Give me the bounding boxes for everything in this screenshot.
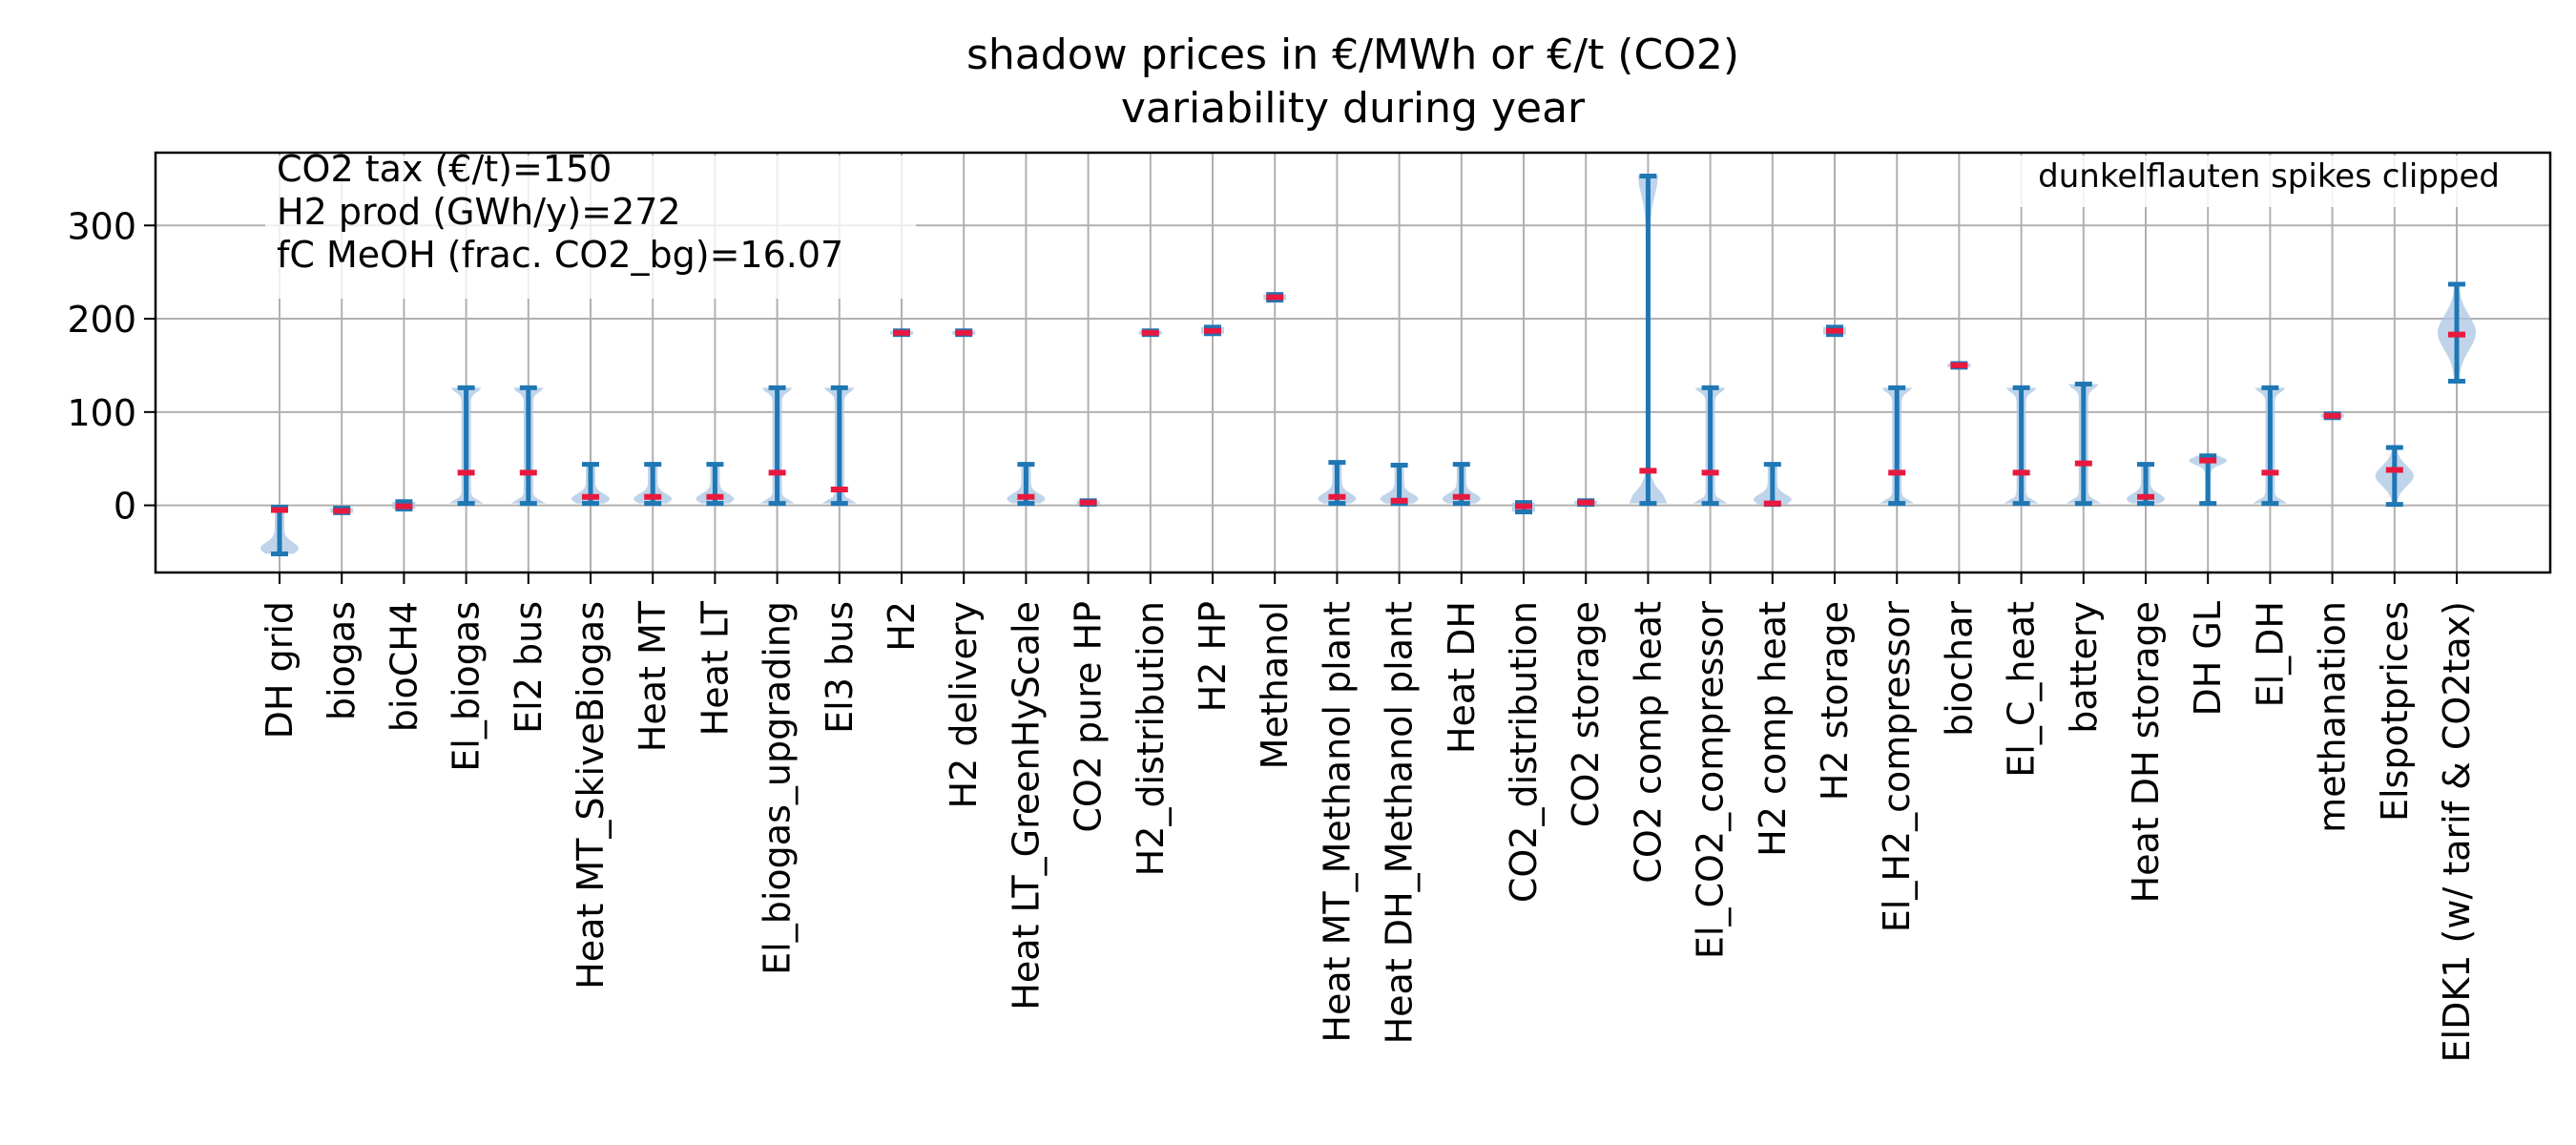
range-bars <box>271 173 2465 556</box>
x-tick-label: Heat DH <box>1441 601 1483 754</box>
x-tick-label: biochar <box>1938 601 1980 737</box>
x-tick-label: DH grid <box>259 601 301 739</box>
x-tick-label: bioCH4 <box>383 601 425 732</box>
x-tick-label: H2 comp heat <box>1752 601 1794 857</box>
x-tick-label: Heat MT_SkiveBiogas <box>570 601 612 989</box>
info-line: fC MeOH (frac. CO2_bg)=16.07 <box>277 234 843 276</box>
clip-note: dunkelflauten spikes clipped <box>2038 157 2500 196</box>
x-tick-label: El_DH <box>2249 601 2291 707</box>
x-tick-label: El_H2_compressor <box>1876 601 1918 933</box>
x-tick-label: H2 <box>881 601 923 652</box>
clip-note-box <box>1989 156 2547 207</box>
x-tick-label: Heat LT <box>694 600 736 736</box>
x-tick-label: Heat DH_Methanol plant <box>1379 601 1421 1044</box>
info-line: CO2 tax (€/t)=150 <box>277 148 612 190</box>
chart-subtitle: variability during year <box>1121 84 1586 133</box>
plot-area-border <box>154 151 2552 574</box>
x-tick-label: battery <box>2063 601 2105 734</box>
y-tick-label: 0 <box>114 486 136 528</box>
x-tick-label: CO2 comp heat <box>1627 601 1669 884</box>
x-tick-label: El2 bus <box>508 601 550 734</box>
chart-title-group: shadow prices in €/MWh or €/t (CO2) vari… <box>966 31 1739 133</box>
x-tick-label: Heat MT_Methanol plant <box>1316 601 1358 1043</box>
x-tick-label: Elspotprices <box>2374 601 2416 822</box>
y-tick-label: 200 <box>67 299 136 341</box>
x-tick-label: Heat MT <box>632 600 674 752</box>
x-tick-label: methanation <box>2312 601 2354 833</box>
x-tick-label: biogas <box>321 601 363 720</box>
x-tick-label: DH GL <box>2187 601 2229 717</box>
x-tick-label: Heat LT_GreenHyScale <box>1005 601 1047 1010</box>
x-tick-label: H2 storage <box>1814 601 1856 801</box>
y-tick-label: 100 <box>67 392 136 434</box>
y-tick-label: 300 <box>67 205 136 247</box>
x-tick-label: El_C_heat <box>2001 601 2043 778</box>
x-tick-label: El3 bus <box>819 601 861 734</box>
x-tick-label: Heat DH storage <box>2125 601 2167 904</box>
x-tick-label: ElDK1 (w/ tarif & CO2tax) <box>2436 601 2478 1062</box>
info-line: H2 prod (GWh/y)=272 <box>277 191 681 233</box>
x-tick-label: Methanol <box>1254 601 1296 769</box>
x-tick-label: H2_distribution <box>1130 601 1172 876</box>
info-box <box>265 156 916 299</box>
x-tick-label: CO2_distribution <box>1503 601 1545 903</box>
x-tick-label: CO2 storage <box>1565 601 1607 827</box>
x-tick-label: El_biogas <box>446 601 488 772</box>
x-tick-label: H2 delivery <box>943 601 985 808</box>
x-tick-label: CO2 pure HP <box>1068 601 1110 833</box>
x-tick-label: El_biogas_upgrading <box>757 601 799 975</box>
x-axis: DH grid biogas bioCH4 El_biogas El2 bus Heat … <box>259 572 2478 1062</box>
x-tick-label: H2 HP <box>1192 601 1234 712</box>
y-axis: 0 100 200 300 <box>67 205 156 528</box>
x-tick-label: El_CO2_compressor <box>1690 601 1732 959</box>
chart-title: shadow prices in €/MWh or €/t (CO2) <box>966 31 1739 79</box>
